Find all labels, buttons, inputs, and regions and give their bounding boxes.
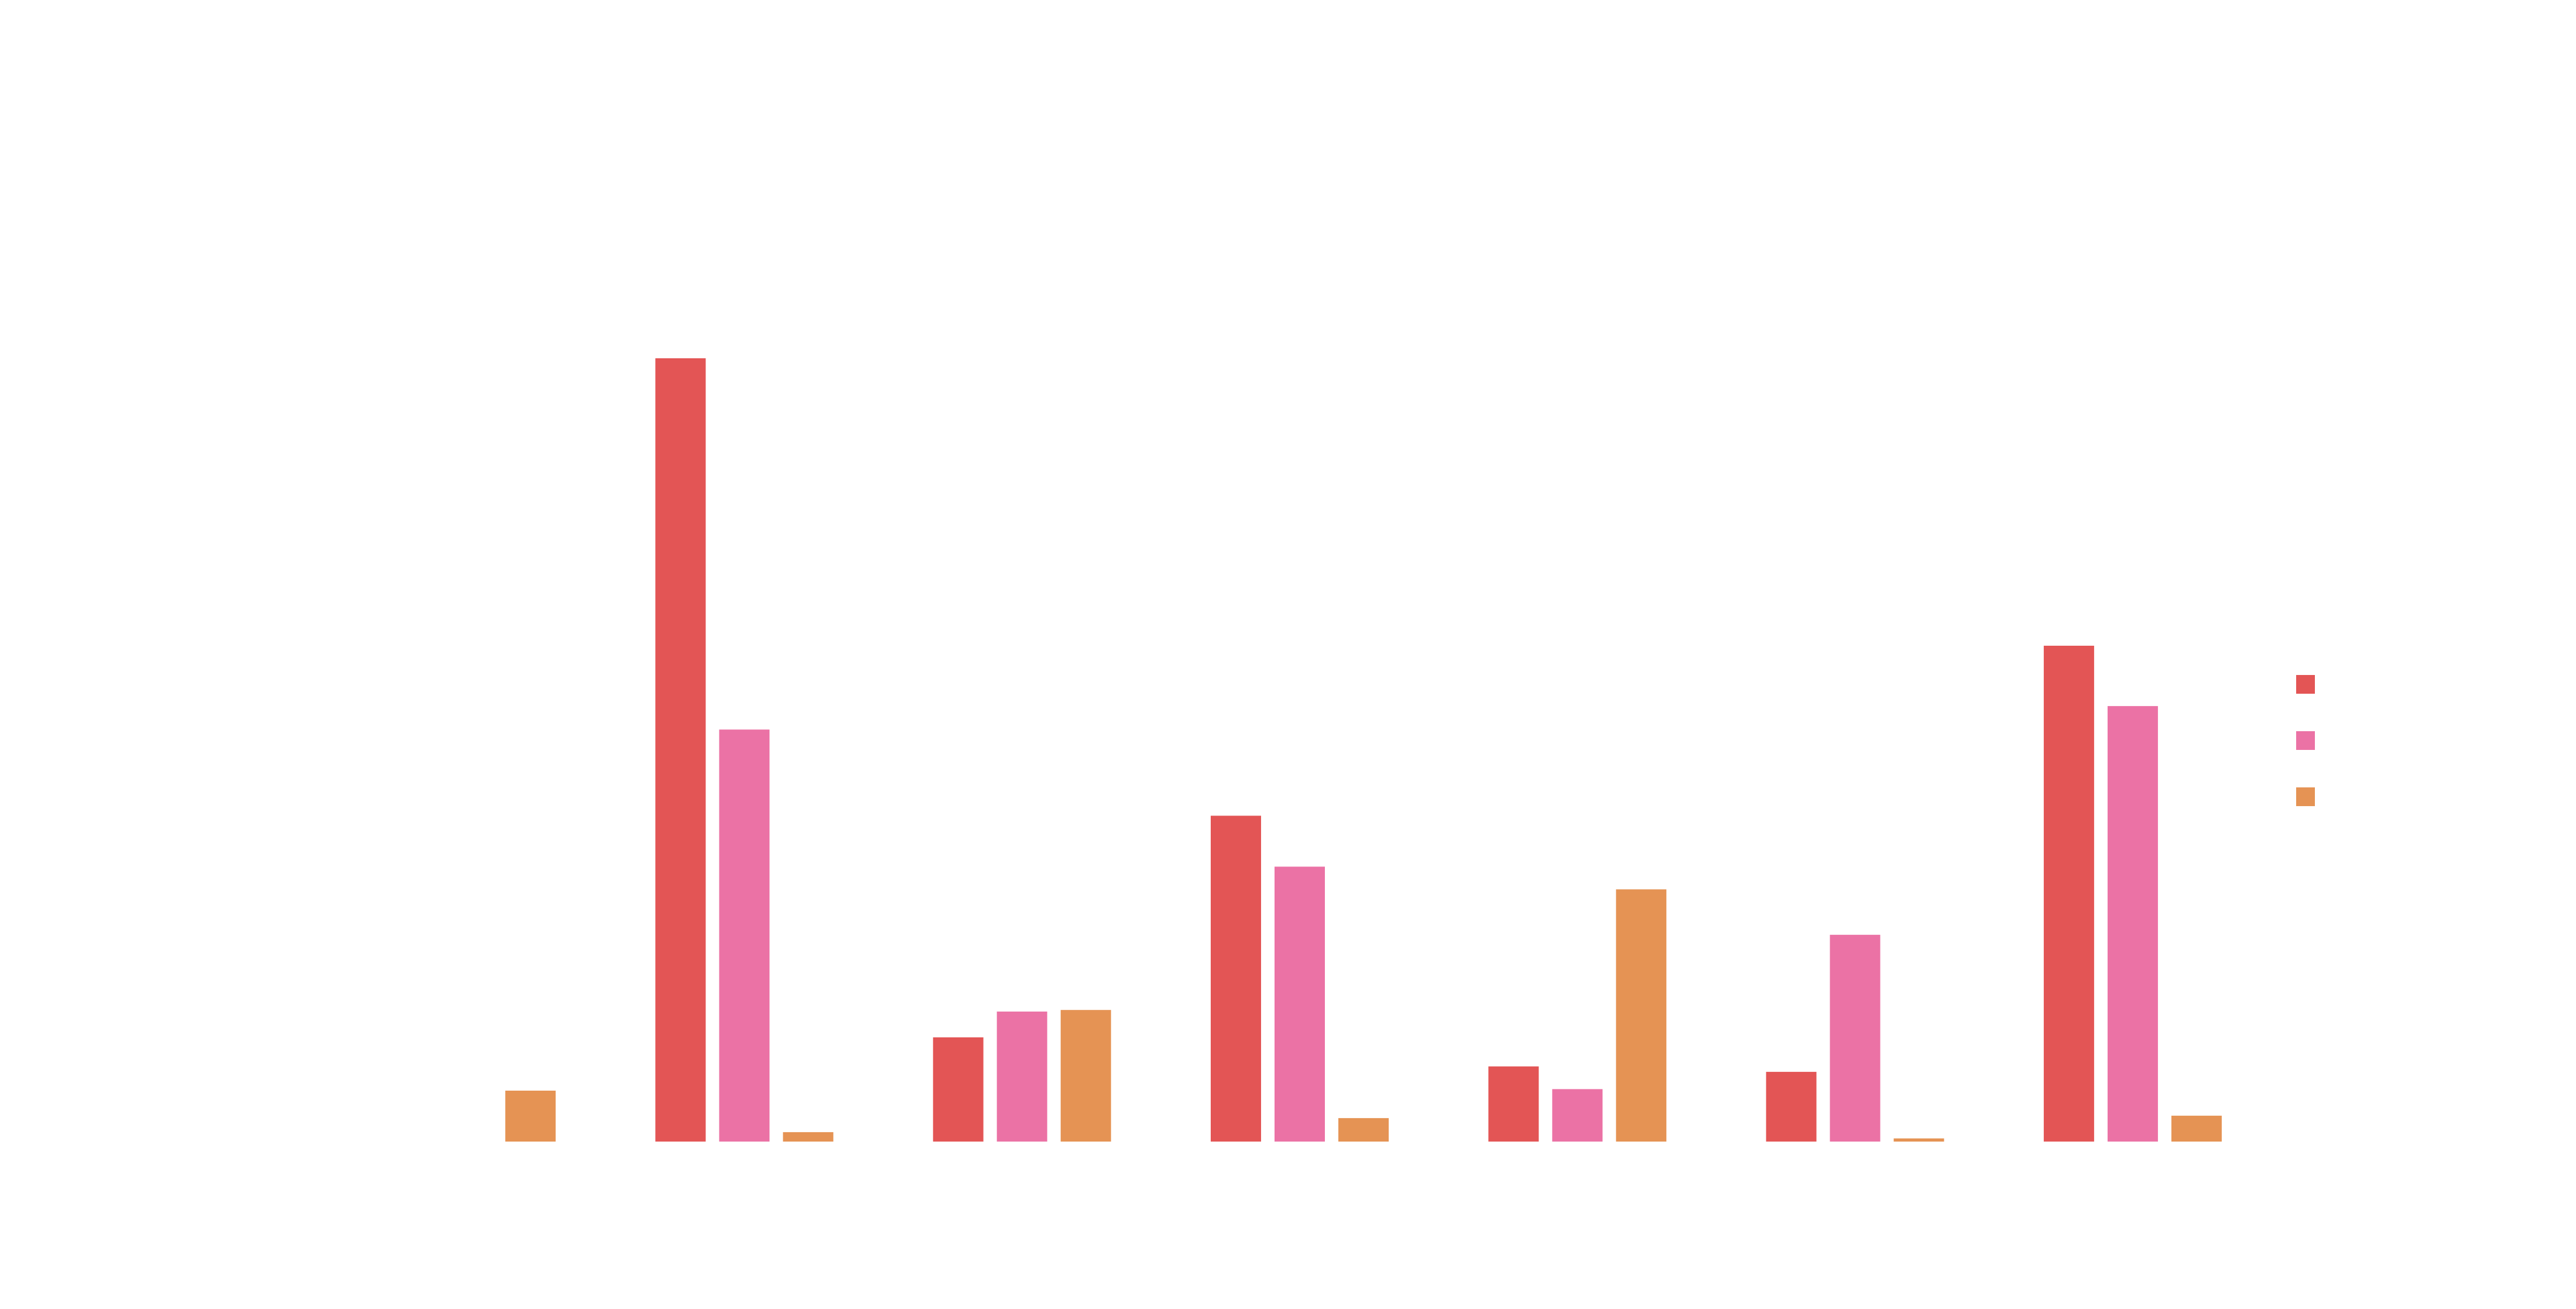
bar	[719, 729, 770, 1142]
bar	[1766, 1071, 1817, 1142]
bar	[1060, 1010, 1111, 1142]
bar	[2043, 646, 2094, 1142]
bar	[655, 358, 706, 1142]
bar	[1893, 1138, 1944, 1142]
bar	[996, 1011, 1047, 1142]
bar	[505, 1091, 556, 1142]
bar	[2107, 706, 2158, 1142]
bar	[1338, 1118, 1389, 1142]
bar	[1552, 1089, 1603, 1142]
bar	[1488, 1066, 1539, 1142]
bar	[1275, 866, 1325, 1142]
legend-swatch	[2296, 731, 2315, 750]
legend-swatch	[2296, 787, 2315, 806]
bar	[2171, 1115, 2222, 1142]
legend-swatch	[2296, 675, 2315, 694]
bar	[1830, 934, 1880, 1142]
bar	[933, 1037, 984, 1142]
bar	[1616, 889, 1667, 1142]
legend	[2296, 675, 2315, 806]
bar	[1211, 815, 1261, 1142]
bar	[783, 1132, 834, 1142]
bar-group	[505, 358, 2222, 1142]
